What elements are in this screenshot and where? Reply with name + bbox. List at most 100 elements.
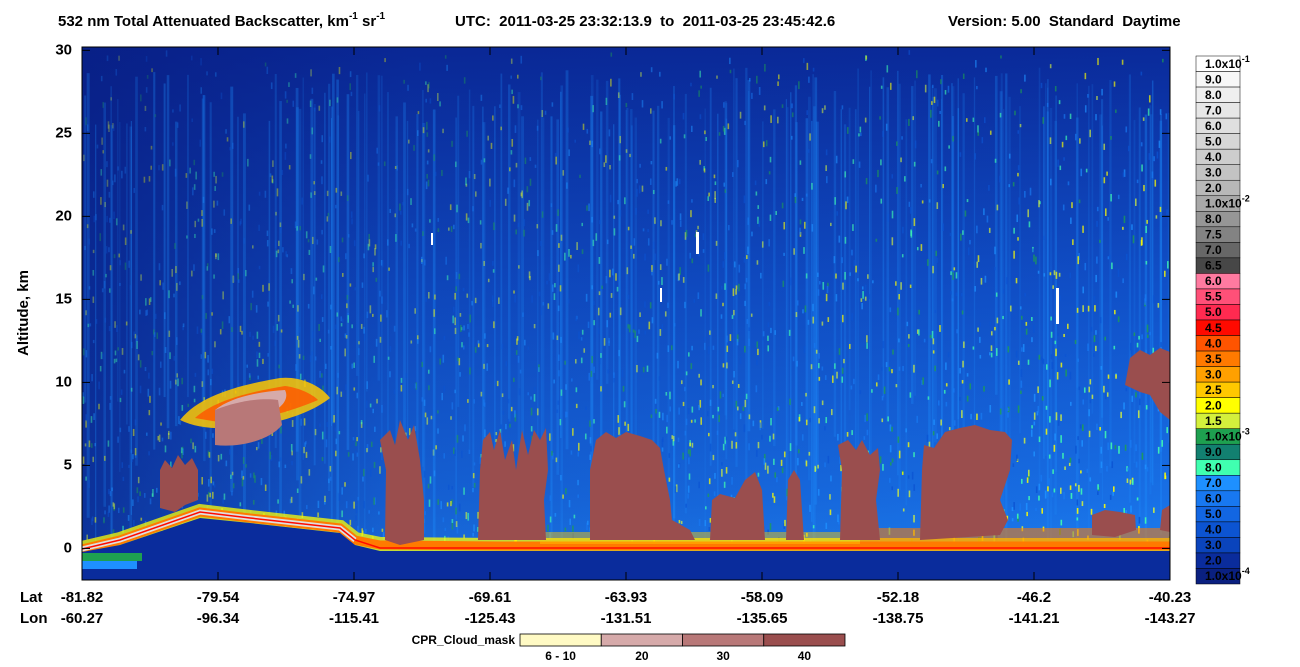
speckle-pixel — [680, 380, 683, 385]
saturated-pixels — [431, 232, 1059, 324]
speckle-pixel — [1145, 225, 1147, 234]
speckle-pixel — [1029, 187, 1032, 196]
streak — [709, 87, 712, 466]
speckle-pixel — [835, 273, 837, 279]
speckle-pixel — [1040, 82, 1043, 89]
speckle-pixel — [456, 525, 459, 534]
speckle-pixel — [977, 125, 979, 133]
streak — [672, 85, 675, 531]
speckle-pixel — [722, 393, 725, 398]
streak — [931, 96, 935, 500]
speckle-pixel — [204, 431, 207, 439]
speckle-pixel — [173, 293, 175, 298]
speckle-pixel — [960, 233, 962, 241]
speckle-pixel — [361, 528, 364, 537]
speckle-pixel — [143, 493, 146, 498]
speckle-pixel — [1122, 226, 1124, 230]
speckle-pixel — [636, 178, 638, 184]
speckle-pixel — [349, 151, 352, 160]
speckle-pixel — [830, 222, 832, 227]
speckle-pixel — [961, 379, 964, 384]
speckle-pixel — [528, 271, 531, 279]
streak — [540, 72, 543, 452]
speckle-pixel — [961, 310, 964, 315]
speckle-pixel — [433, 449, 435, 456]
speckle-pixel — [1055, 271, 1058, 279]
speckle-pixel — [1019, 503, 1022, 511]
streak — [952, 116, 954, 550]
speckle-pixel — [881, 367, 883, 371]
speckle-pixel — [656, 352, 659, 359]
speckle-pixel — [774, 330, 776, 335]
speckle-pixel — [314, 428, 317, 436]
speckle-pixel — [825, 165, 827, 172]
speckle-pixel — [125, 321, 128, 326]
speckle-pixel — [606, 320, 609, 328]
speckle-pixel — [559, 419, 562, 426]
speckle-pixel — [102, 101, 104, 108]
speckle-pixel — [1016, 214, 1019, 223]
speckle-pixel — [601, 285, 603, 290]
speckle-pixel — [666, 414, 668, 423]
speckle-pixel — [891, 486, 894, 491]
speckle-pixel — [708, 192, 710, 197]
speckle-pixel — [379, 336, 382, 343]
speckle-pixel — [219, 329, 222, 335]
speckle-pixel — [389, 371, 391, 378]
speckle-pixel — [699, 399, 702, 408]
speckle-pixel — [516, 336, 519, 341]
speckle-pixel — [864, 296, 867, 301]
speckle-pixel — [821, 366, 824, 371]
speckle-pixel — [667, 345, 670, 353]
speckle-pixel — [1109, 494, 1112, 500]
speckle-pixel — [1145, 260, 1148, 265]
speckle-pixel — [182, 325, 184, 331]
speckle-pixel — [625, 149, 628, 153]
speckle-pixel — [512, 377, 515, 383]
speckle-pixel — [593, 419, 595, 424]
streak — [135, 76, 138, 466]
speckle-pixel — [652, 189, 655, 195]
speckle-pixel — [1051, 492, 1054, 498]
speckle-pixel — [631, 93, 634, 101]
streak — [337, 115, 340, 493]
colorbar-label: 1.0x10-1 — [1205, 54, 1250, 71]
speckle-pixel — [529, 275, 531, 281]
speckle-pixel — [665, 166, 668, 171]
speckle-pixel — [284, 464, 287, 469]
speckle-pixel — [282, 247, 284, 253]
speckle-pixel — [733, 371, 735, 378]
speckle-pixel — [347, 312, 349, 320]
speckle-pixel — [248, 373, 251, 378]
speckle-pixel — [366, 444, 369, 452]
speckle-pixel — [214, 72, 217, 77]
speckle-pixel — [452, 306, 455, 313]
speckle-pixel — [1065, 369, 1067, 377]
speckle-pixel — [712, 345, 715, 350]
speckle-pixel — [788, 329, 791, 336]
speckle-pixel — [433, 154, 436, 161]
speckle-pixel — [1064, 353, 1067, 357]
speckle-pixel — [588, 203, 590, 212]
speckle-pixel — [731, 440, 733, 449]
speckle-pixel — [474, 191, 477, 197]
speckle-pixel — [1111, 262, 1113, 270]
streak — [735, 78, 738, 467]
speckle-pixel — [744, 120, 746, 126]
speckle-pixel — [651, 317, 654, 324]
speckle-pixel — [440, 501, 443, 510]
speckle-pixel — [92, 456, 95, 463]
speckle-pixel — [395, 234, 397, 242]
speckle-pixel — [723, 127, 726, 135]
speckle-pixel — [900, 157, 902, 163]
speckle-pixel — [988, 227, 991, 233]
speckle-pixel — [570, 450, 573, 455]
speckle-pixel — [659, 329, 662, 336]
speckle-pixel — [135, 335, 138, 342]
speckle-pixel — [140, 517, 143, 521]
speckle-pixel — [541, 110, 544, 117]
colorbar-label-text: 1.5 — [1205, 414, 1222, 428]
speckle-pixel — [726, 335, 728, 343]
speckle-pixel — [792, 356, 795, 362]
speckle-pixel — [821, 400, 824, 406]
